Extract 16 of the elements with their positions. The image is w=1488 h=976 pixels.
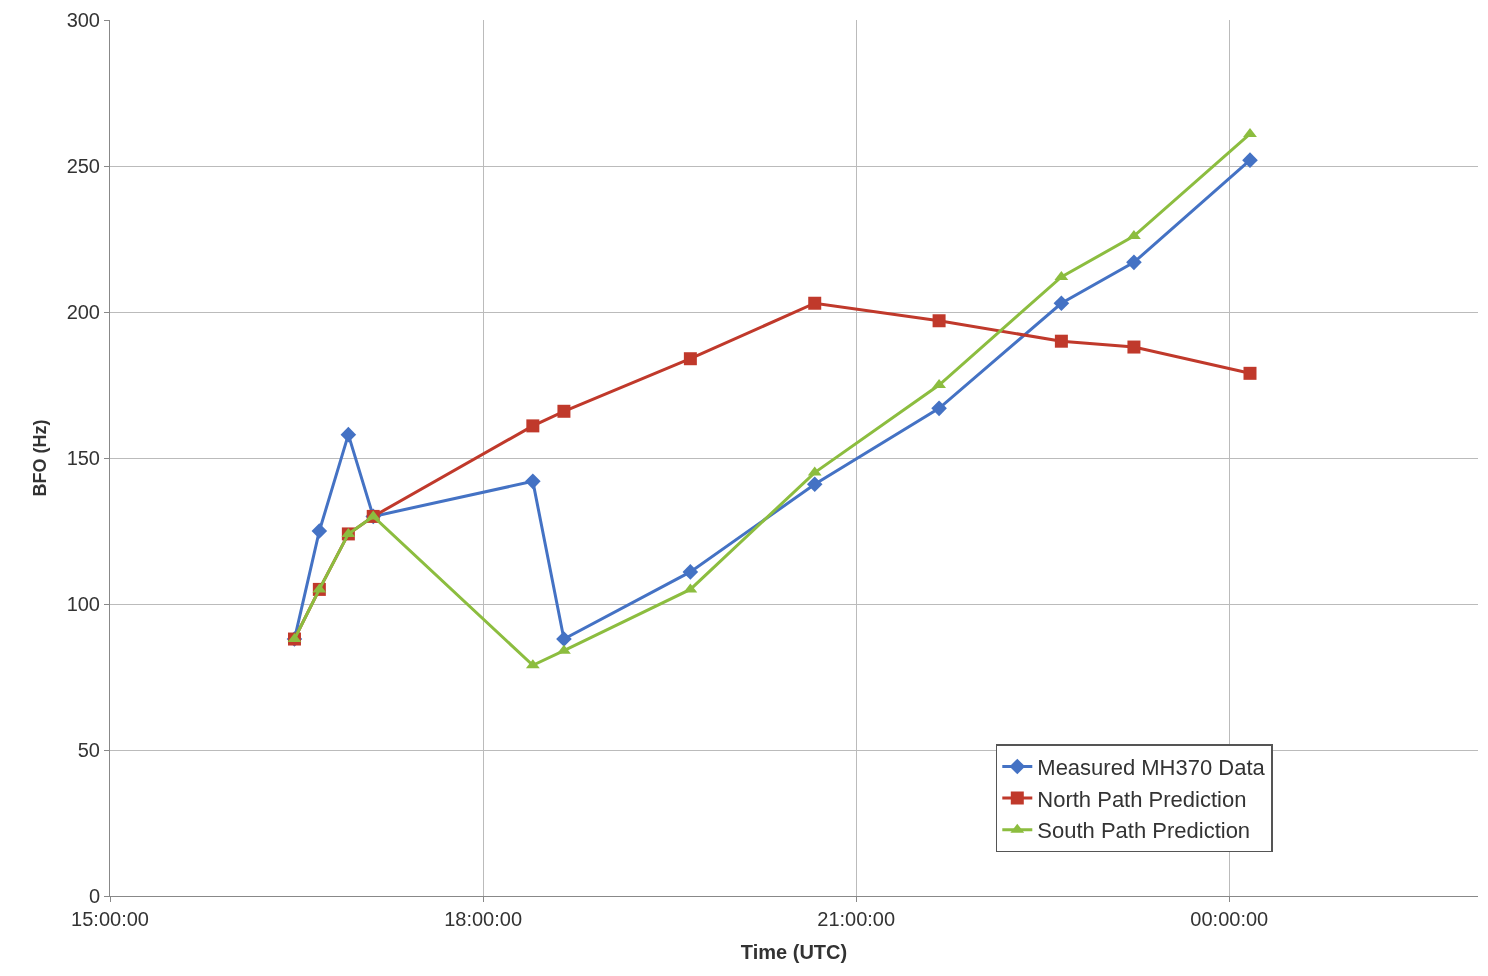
y-tick-label: 100 [66, 593, 100, 615]
x-tick-label: 00:00:00 [1190, 908, 1269, 930]
x-axis-title: Time (UTC) [740, 940, 848, 963]
y-tick-label: 150 [66, 447, 100, 469]
y-axis-title: BFO (Hz) [29, 419, 50, 497]
y-tick-label: 300 [66, 9, 100, 31]
y-tick-label: 0 [88, 885, 100, 907]
y-tick-label: 250 [66, 155, 100, 177]
y-tick-label: 50 [77, 739, 100, 761]
x-tick-label: 21:00:00 [817, 908, 896, 930]
x-tick-label: 18:00:00 [444, 908, 523, 930]
legend-label: Measured MH370 Data [1037, 755, 1266, 781]
legend-label: South Path Prediction [1037, 818, 1251, 844]
legend-label: North Path Prediction [1037, 786, 1247, 812]
y-tick-label: 200 [66, 301, 100, 323]
x-tick-label: 15:00:00 [71, 908, 149, 930]
